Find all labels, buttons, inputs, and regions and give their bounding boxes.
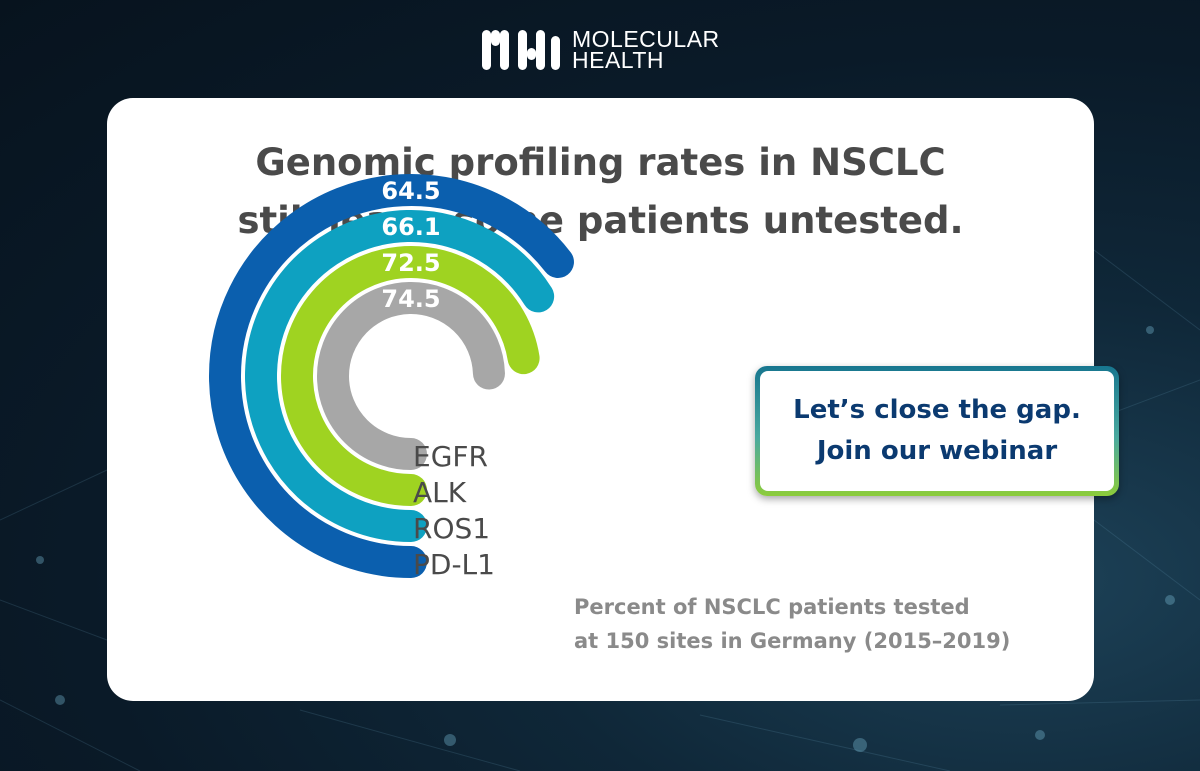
brand-name: MOLECULAR HEALTH: [572, 26, 720, 73]
brand-line-2: HEALTH: [572, 47, 665, 73]
chart-caption: Percent of NSCLC patients tested at 150 …: [574, 590, 1010, 658]
category-label-alk: ALK: [413, 476, 467, 509]
brand-logo: MOLECULAR HEALTH: [480, 26, 720, 74]
headline-line-1: Genomic profiling rates in NSCLC: [255, 141, 946, 184]
radial-bar-chart: 74.5 EGFR 72.5 ALK 66.1 ROS1 64.5 PD-L1: [209, 174, 574, 581]
content-card: Genomic profiling rates in NSCLC still l…: [107, 98, 1119, 701]
brand-line-1: MOLECULAR: [572, 26, 720, 52]
cta-line-1: Let’s close the gap.: [793, 395, 1081, 425]
arc-pd-l1: [209, 174, 574, 578]
category-label-ros1: ROS1: [413, 512, 490, 545]
value-label-ros1: 66.1: [381, 213, 440, 241]
category-label-egfr: EGFR: [413, 440, 488, 473]
webinar-cta-content[interactable]: Let’s close the gap. Join our webinar: [760, 371, 1114, 491]
webinar-cta-button[interactable]: Let’s close the gap. Join our webinar: [755, 366, 1119, 496]
arc-egfr: [317, 282, 505, 470]
caption-line-1: Percent of NSCLC patients tested: [574, 595, 970, 619]
category-label-pd-l1: PD-L1: [413, 548, 495, 581]
value-label-pd-l1: 64.5: [381, 177, 440, 205]
caption-line-2: at 150 sites in Germany (2015–2019): [574, 629, 1011, 653]
cta-line-2: Join our webinar: [816, 436, 1058, 466]
molecular-health-logo-icon: [482, 30, 560, 70]
arc-alk: [281, 246, 540, 506]
arc-ros1: [245, 210, 555, 542]
value-label-alk: 72.5: [381, 249, 440, 277]
value-label-egfr: 74.5: [381, 285, 440, 313]
